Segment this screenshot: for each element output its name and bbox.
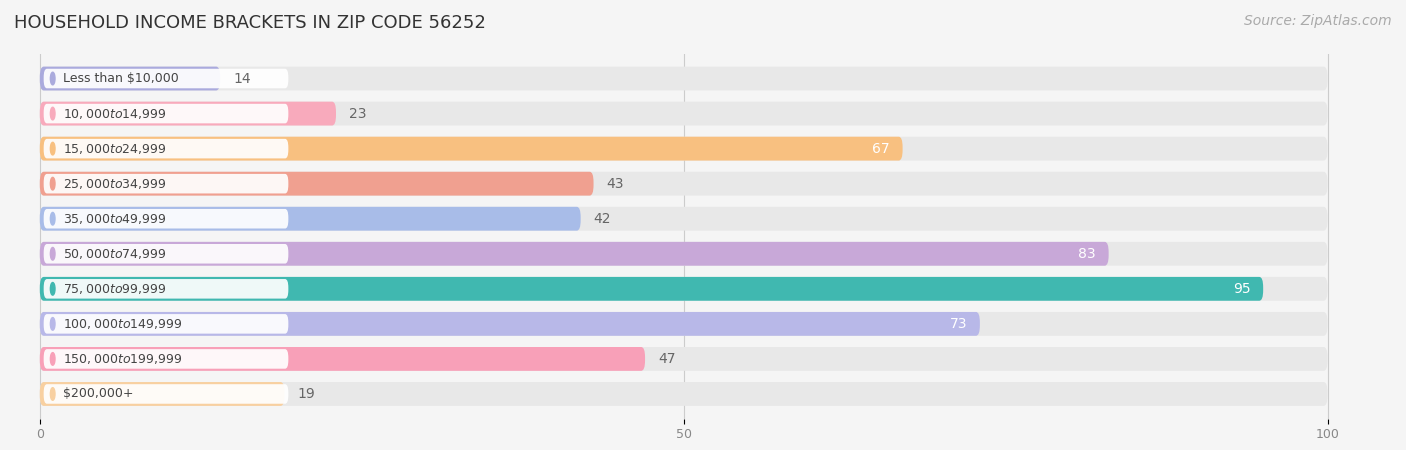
Circle shape <box>51 142 55 155</box>
Text: $35,000 to $49,999: $35,000 to $49,999 <box>63 212 166 226</box>
FancyBboxPatch shape <box>39 312 980 336</box>
Circle shape <box>51 107 55 120</box>
Circle shape <box>51 72 55 85</box>
Text: $10,000 to $14,999: $10,000 to $14,999 <box>63 107 166 121</box>
FancyBboxPatch shape <box>39 172 593 196</box>
Circle shape <box>51 387 55 400</box>
Text: 42: 42 <box>593 212 612 226</box>
FancyBboxPatch shape <box>39 137 1327 161</box>
Text: $150,000 to $199,999: $150,000 to $199,999 <box>63 352 183 366</box>
Text: $200,000+: $200,000+ <box>63 387 134 400</box>
Text: $75,000 to $99,999: $75,000 to $99,999 <box>63 282 166 296</box>
FancyBboxPatch shape <box>39 67 221 90</box>
Circle shape <box>51 318 55 330</box>
FancyBboxPatch shape <box>39 67 1327 90</box>
Text: 47: 47 <box>658 352 675 366</box>
FancyBboxPatch shape <box>39 207 1327 231</box>
FancyBboxPatch shape <box>44 349 288 369</box>
FancyBboxPatch shape <box>39 172 1327 196</box>
FancyBboxPatch shape <box>44 69 288 88</box>
FancyBboxPatch shape <box>44 104 288 123</box>
Circle shape <box>51 353 55 365</box>
FancyBboxPatch shape <box>44 384 288 404</box>
FancyBboxPatch shape <box>39 207 581 231</box>
Text: Less than $10,000: Less than $10,000 <box>63 72 179 85</box>
Text: 43: 43 <box>606 177 624 191</box>
FancyBboxPatch shape <box>39 382 1327 406</box>
Text: $25,000 to $34,999: $25,000 to $34,999 <box>63 177 166 191</box>
FancyBboxPatch shape <box>44 314 288 333</box>
FancyBboxPatch shape <box>44 209 288 229</box>
Text: 95: 95 <box>1233 282 1250 296</box>
FancyBboxPatch shape <box>39 347 645 371</box>
Text: $50,000 to $74,999: $50,000 to $74,999 <box>63 247 166 261</box>
FancyBboxPatch shape <box>39 242 1327 266</box>
Text: 19: 19 <box>297 387 315 401</box>
FancyBboxPatch shape <box>44 279 288 299</box>
Text: $100,000 to $149,999: $100,000 to $149,999 <box>63 317 183 331</box>
Text: $15,000 to $24,999: $15,000 to $24,999 <box>63 142 166 156</box>
Text: Source: ZipAtlas.com: Source: ZipAtlas.com <box>1244 14 1392 27</box>
FancyBboxPatch shape <box>39 312 1327 336</box>
Text: 14: 14 <box>233 72 250 86</box>
FancyBboxPatch shape <box>39 102 1327 126</box>
FancyBboxPatch shape <box>39 137 903 161</box>
Circle shape <box>51 283 55 295</box>
Text: 23: 23 <box>349 107 367 121</box>
FancyBboxPatch shape <box>39 277 1327 301</box>
FancyBboxPatch shape <box>44 139 288 158</box>
Text: 83: 83 <box>1078 247 1095 261</box>
FancyBboxPatch shape <box>44 174 288 194</box>
FancyBboxPatch shape <box>39 242 1109 266</box>
FancyBboxPatch shape <box>39 102 336 126</box>
Circle shape <box>51 177 55 190</box>
Circle shape <box>51 212 55 225</box>
Text: 67: 67 <box>872 142 890 156</box>
Circle shape <box>51 248 55 260</box>
FancyBboxPatch shape <box>39 382 284 406</box>
Text: HOUSEHOLD INCOME BRACKETS IN ZIP CODE 56252: HOUSEHOLD INCOME BRACKETS IN ZIP CODE 56… <box>14 14 486 32</box>
FancyBboxPatch shape <box>44 244 288 264</box>
FancyBboxPatch shape <box>39 277 1263 301</box>
Text: 73: 73 <box>949 317 967 331</box>
FancyBboxPatch shape <box>39 347 1327 371</box>
